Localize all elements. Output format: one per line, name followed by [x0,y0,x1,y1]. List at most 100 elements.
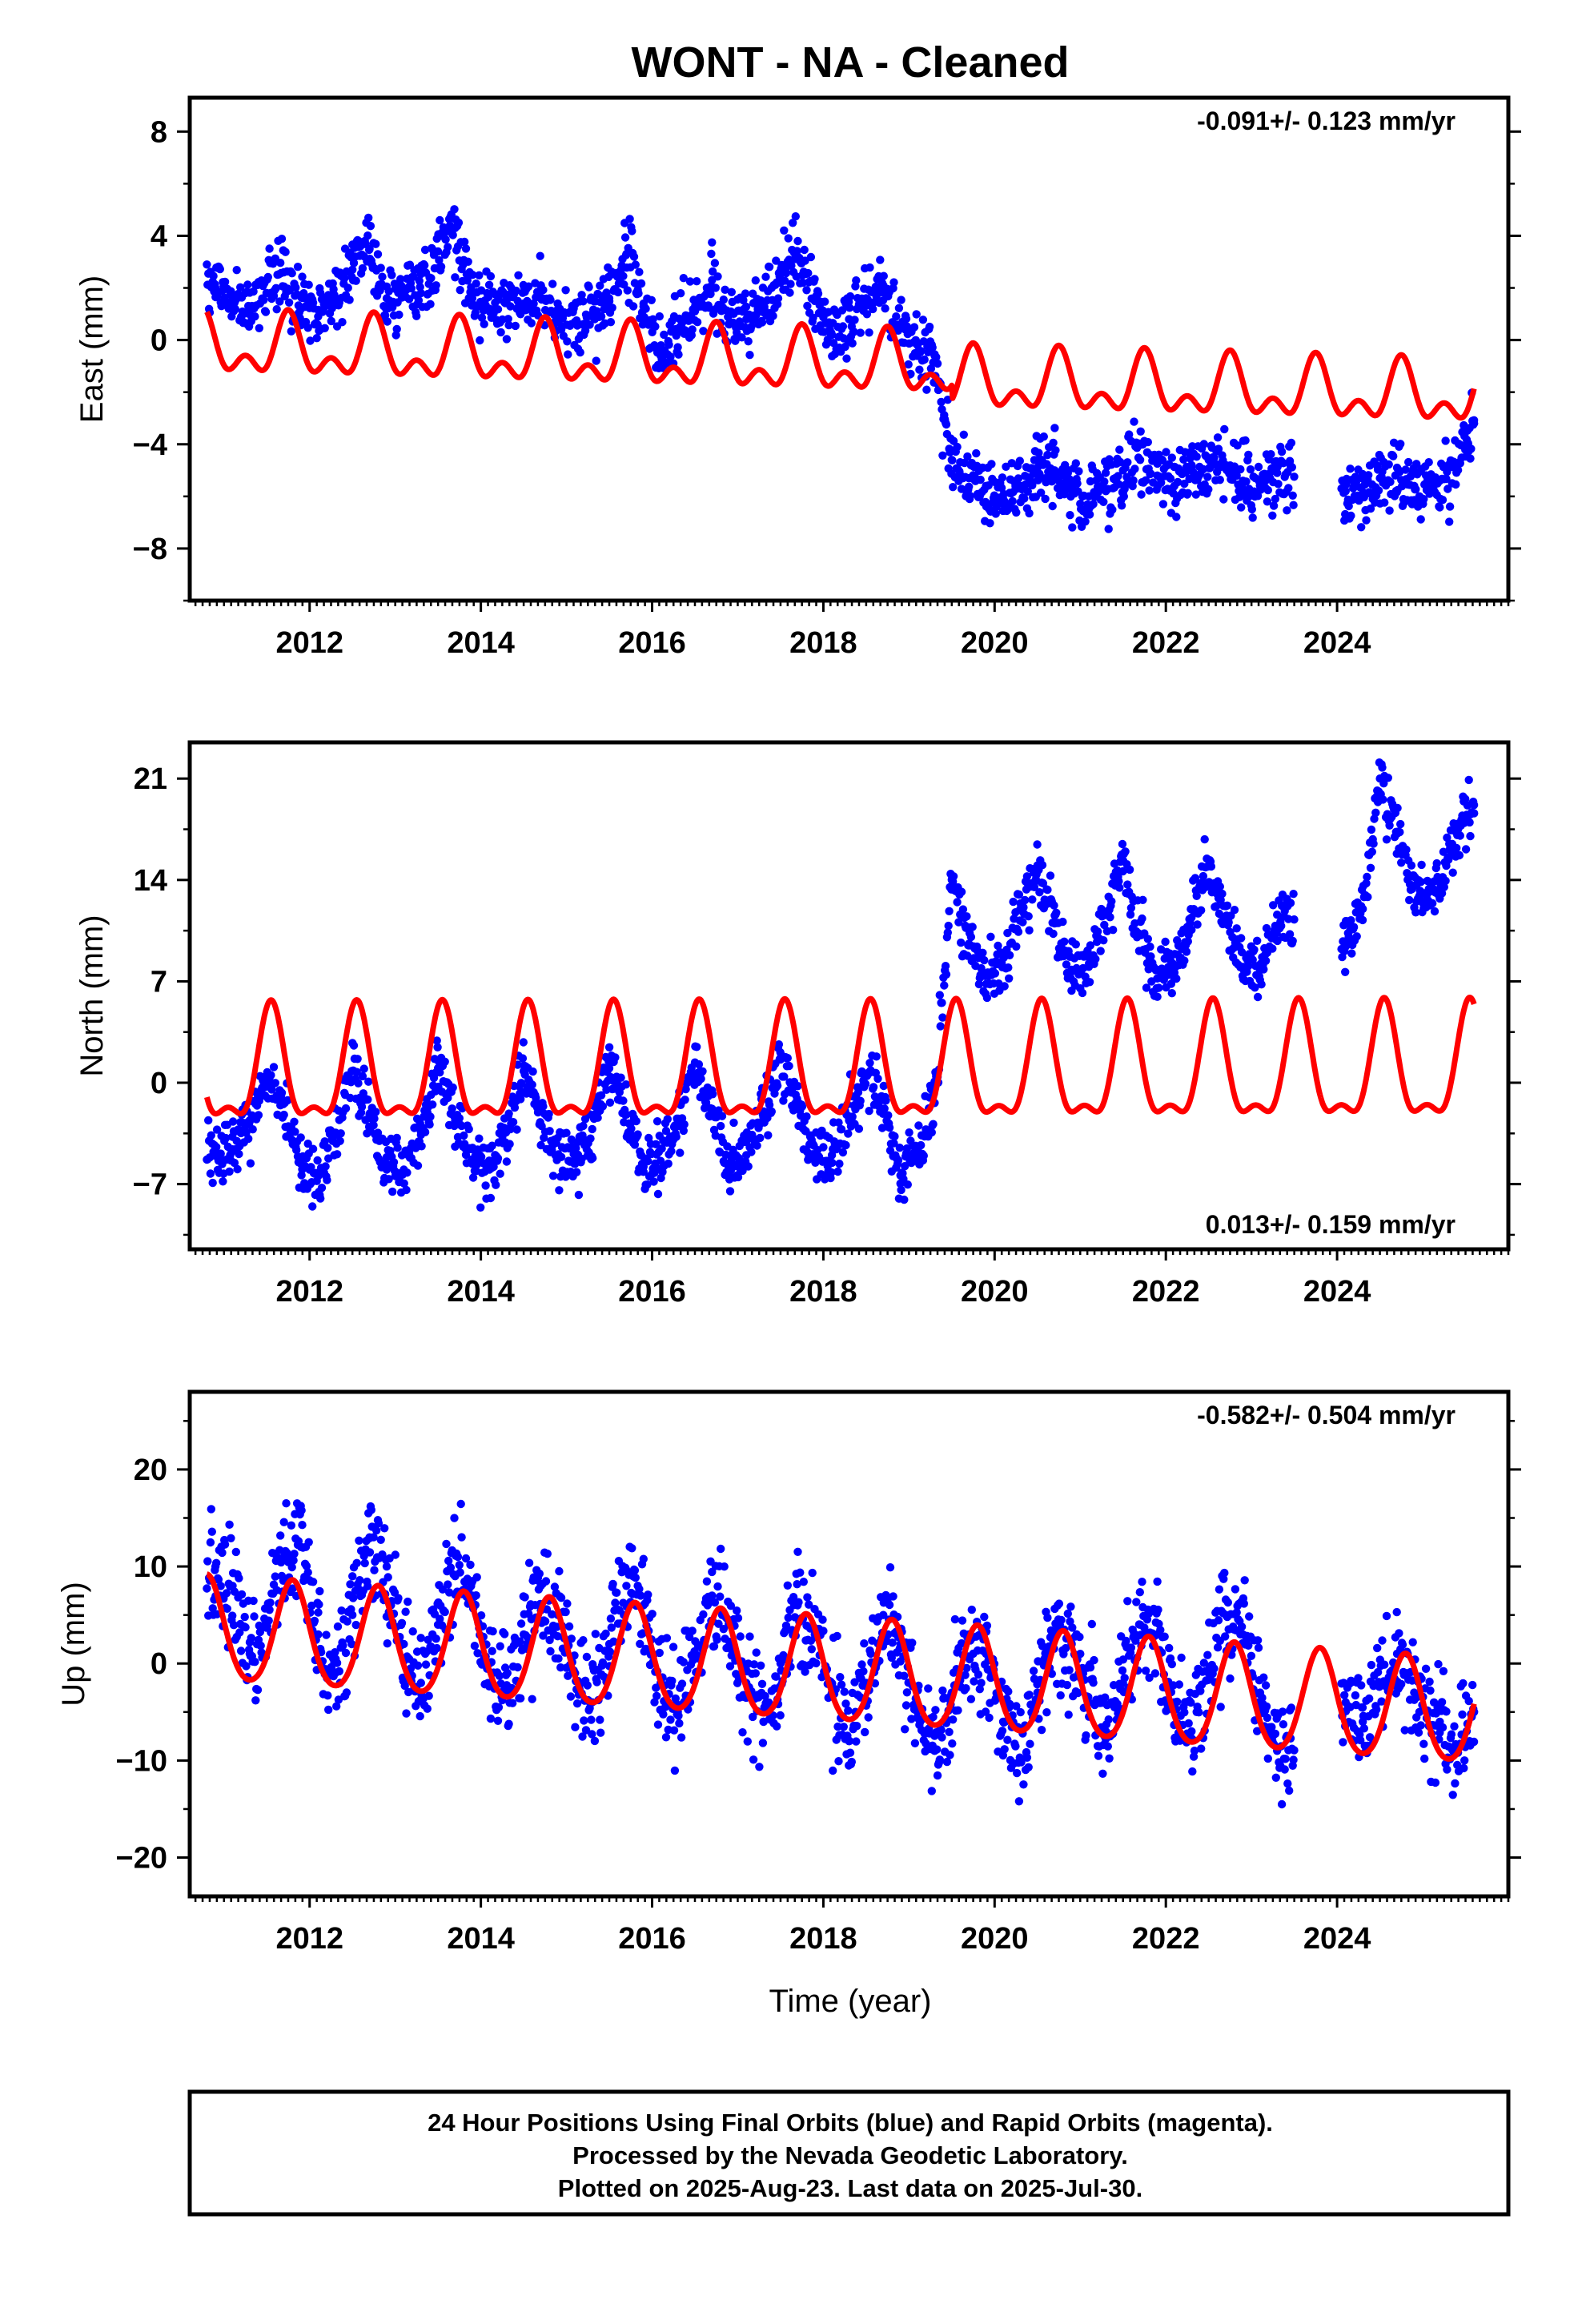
data-point [787,261,796,270]
data-point [1142,983,1151,992]
data-point [279,1518,288,1526]
data-point [666,1715,675,1724]
data-point [1119,492,1129,501]
data-points [203,758,1479,1212]
data-point [341,1104,351,1113]
data-point [291,1128,299,1136]
data-point [204,1116,213,1125]
data-point [755,1763,764,1771]
data-point [496,1169,504,1178]
data-point [1050,901,1058,910]
data-point [1130,417,1138,426]
data-point [1204,485,1213,494]
y-tick-label: −8 [133,533,167,566]
data-point [1438,496,1447,505]
data-point [450,1514,459,1522]
data-point [1461,794,1470,803]
data-point [773,294,783,303]
data-point [865,1059,874,1068]
y-tick-label: −7 [133,1168,167,1202]
data-point [1367,847,1377,856]
data-point-anchor [776,278,785,287]
data-point [266,1598,275,1607]
data-point [259,296,268,304]
data-point [576,348,584,357]
data-point [847,1757,857,1767]
data-point [380,1524,389,1533]
data-point-anchor [690,307,700,316]
data-point [1290,472,1299,481]
data-point [265,1606,274,1614]
data-point [1188,442,1197,451]
data-point [749,1755,758,1764]
data-point [1214,444,1223,453]
data-point [1287,438,1296,448]
data-point [1161,937,1170,947]
data-point [1262,923,1271,933]
data-point [1179,455,1188,464]
data-point [958,905,968,914]
data-point [764,1131,773,1140]
data-point [652,1140,661,1149]
data-point [343,283,352,292]
data-point [444,1556,453,1566]
data-point [1024,912,1033,921]
y-tick-label: 8 [151,115,167,149]
data-point [446,1563,456,1572]
data-point-anchor [451,223,460,232]
data-point [721,285,729,294]
x-tick-label: 2018 [789,1275,857,1309]
data-point [282,1499,291,1508]
data-point-anchor [348,1067,357,1076]
data-point [1230,906,1239,915]
data-point [1071,459,1081,468]
data-point [673,343,682,352]
data-point [376,1535,385,1545]
data-point [1237,934,1246,943]
data-point [351,1620,360,1630]
data-point [1035,888,1044,897]
data-point-anchor [810,296,819,305]
data-point [448,1083,457,1092]
data-point [702,1577,712,1586]
data-point [235,1628,244,1637]
data-point [1100,920,1109,930]
data-point [978,948,987,958]
data-point [466,1560,475,1570]
x-tick-label: 2022 [1132,1275,1200,1309]
data-point-anchor [742,315,751,324]
plot-frame [187,95,1511,603]
data-point-anchor [896,1171,905,1180]
data-point [432,1634,440,1643]
data-point [829,1766,837,1775]
data-point [1058,917,1067,927]
data-point [789,1593,798,1602]
data-point [900,1195,909,1204]
data-point [1248,513,1257,522]
data-point [516,1637,524,1646]
data-point [927,1128,937,1137]
data-point [751,1669,760,1678]
data-point [668,1676,677,1686]
data-point [563,1599,572,1608]
data-point [928,343,937,352]
figure-title: WONT - NA - Cleaned [632,38,1070,86]
data-point [833,1167,842,1176]
data-point [1012,942,1021,951]
data-point [859,1667,868,1676]
data-point [1048,501,1057,511]
data-point [698,1067,707,1076]
data-point [460,1131,468,1140]
data-point [574,1190,584,1200]
data-point [484,280,494,289]
data-point [554,1654,563,1663]
data-point [1284,484,1293,493]
data-point [844,1706,853,1715]
data-point [733,1606,741,1615]
data-point [1279,459,1288,468]
data-point [579,297,588,306]
data-point [340,274,349,283]
data-point [1114,877,1123,886]
data-point [737,333,746,342]
x-tick-label: 2016 [618,1275,686,1309]
